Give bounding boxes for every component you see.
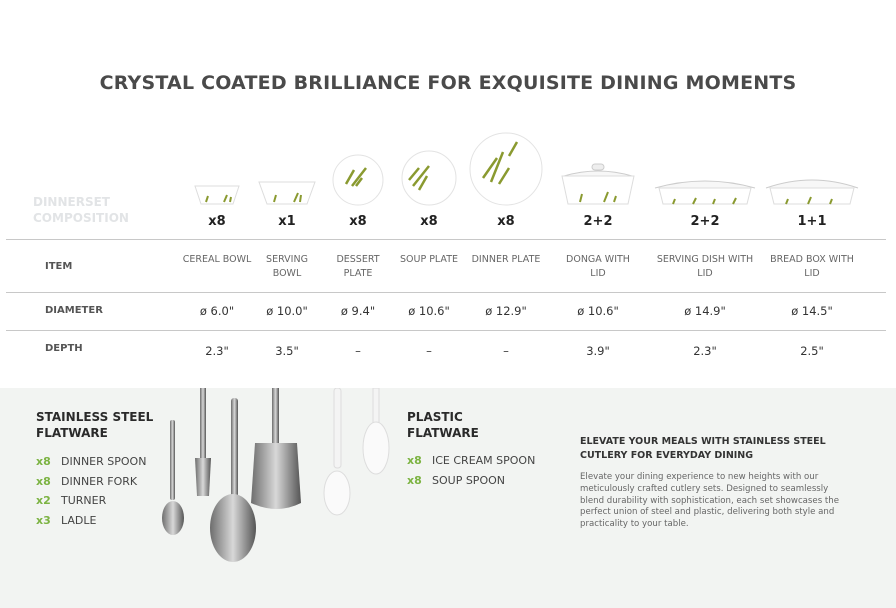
flatware-name: TURNER	[61, 494, 107, 507]
item-diameter: ø 10.6"	[408, 304, 450, 318]
flatware-item: x8 SOUP SPOON	[407, 474, 535, 494]
flatware-item: x8 DINNER SPOON	[36, 455, 146, 475]
item-name: CEREAL BOWL	[182, 254, 252, 265]
flatware-item: x2 TURNER	[36, 494, 146, 514]
item-quantity: x8	[497, 214, 515, 229]
item-quantity: 2+2	[583, 214, 613, 229]
item-diameter: ø 12.9"	[485, 304, 527, 318]
flatware-qty: x2	[36, 494, 51, 507]
promo-body: Elevate your dining experience to new he…	[580, 472, 840, 530]
dinner-spoon-icon	[170, 420, 175, 500]
flatware-item: x8 DINNER FORK	[36, 475, 146, 495]
flatware-item: x3 LADLE	[36, 514, 146, 534]
item-depth: 2.3"	[693, 344, 717, 358]
item-depth: 3.5"	[275, 344, 299, 358]
item-diameter: ø 14.9"	[684, 304, 726, 318]
item-depth: –	[426, 344, 432, 358]
item-diameter: ø 14.5"	[791, 304, 833, 318]
composition-label: DINNERSET COMPOSITION	[33, 195, 129, 225]
turner-icon	[272, 388, 279, 443]
product-image-lidded-bowl	[543, 128, 653, 206]
item-name: DESSERT PLATE	[336, 254, 380, 279]
item-name: BREAD BOX WITH LID	[770, 254, 854, 279]
item-name: SOUP PLATE	[399, 254, 459, 265]
item-diameter: ø 6.0"	[199, 304, 235, 318]
item-diameter: ø 10.6"	[577, 304, 619, 318]
promo-heading: ELEVATE YOUR MEALS WITH STAINLESS STEEL …	[580, 436, 826, 461]
product-image-plate	[374, 128, 484, 206]
steel-list: x8 DINNER SPOON x8 DINNER FORK x2 TURNER x3 LAD…	[36, 455, 146, 533]
flatware-panel	[0, 388, 896, 608]
item-name: SERVING DISH WITH LID	[656, 254, 754, 279]
flatware-qty: x3	[36, 513, 51, 527]
flatware-name: SOUP SPOON	[432, 473, 505, 487]
row-label-depth: DEPTH	[45, 343, 83, 354]
flatware-name: LADLE	[61, 513, 97, 527]
flatware-name: DINNER FORK	[61, 474, 138, 488]
item-quantity: x8	[208, 214, 226, 229]
row-label-item: ITEM	[45, 261, 73, 272]
fork-icon	[200, 388, 206, 458]
plastic-list: x8 ICE CREAM SPOON x8 SOUP SPOON	[407, 454, 535, 493]
divider	[6, 292, 886, 293]
item-name: SERVING BOWL	[266, 254, 308, 279]
item-name: DINNER PLATE	[471, 254, 541, 265]
item-depth: 2.3"	[205, 344, 229, 358]
flatware-name: ICE CREAM SPOON	[432, 454, 536, 467]
flatware-qty: x8	[36, 455, 51, 468]
soup-spoon-icon	[333, 388, 342, 469]
flatware-qty: x8	[407, 473, 422, 487]
item-depth: –	[355, 344, 361, 358]
flatware-qty: x8	[36, 474, 51, 488]
item-depth: 3.9"	[586, 344, 610, 358]
steel-heading: STAINLESS STEEL FLATWARE	[36, 410, 154, 440]
product-image-bowl-small	[162, 128, 272, 206]
item-diameter: ø 9.4"	[340, 304, 376, 318]
flatware-qty: x8	[407, 454, 422, 467]
item-quantity: 1+1	[797, 214, 827, 229]
page-title: CRYSTAL COATED BRILLIANCE FOR EXQUISITE …	[99, 72, 797, 94]
item-quantity: x8	[420, 214, 438, 229]
product-image-plate-large	[451, 128, 561, 206]
item-quantity: 2+2	[690, 214, 720, 229]
row-label-diameter: DIAMETER	[45, 305, 103, 316]
product-image-lidded-dish	[650, 128, 760, 206]
item-diameter: ø 10.0"	[266, 304, 308, 318]
item-depth: 2.5"	[800, 344, 824, 358]
flatware-name: DINNER SPOON	[61, 455, 147, 468]
divider	[6, 239, 886, 240]
product-image-lidded-box	[757, 128, 867, 206]
cutlery-image	[162, 388, 390, 562]
flatware-item: x8 ICE CREAM SPOON	[407, 454, 535, 474]
item-name: DONGA WITH LID	[566, 254, 630, 279]
item-quantity: x8	[349, 214, 367, 229]
item-quantity: x1	[278, 214, 296, 229]
product-image-bowl	[232, 128, 342, 206]
product-image-plate-small	[303, 128, 413, 206]
plastic-heading: PLASTIC FLATWARE	[407, 410, 479, 440]
ladle-icon	[231, 398, 238, 508]
divider	[6, 330, 886, 331]
item-depth: –	[503, 344, 509, 358]
